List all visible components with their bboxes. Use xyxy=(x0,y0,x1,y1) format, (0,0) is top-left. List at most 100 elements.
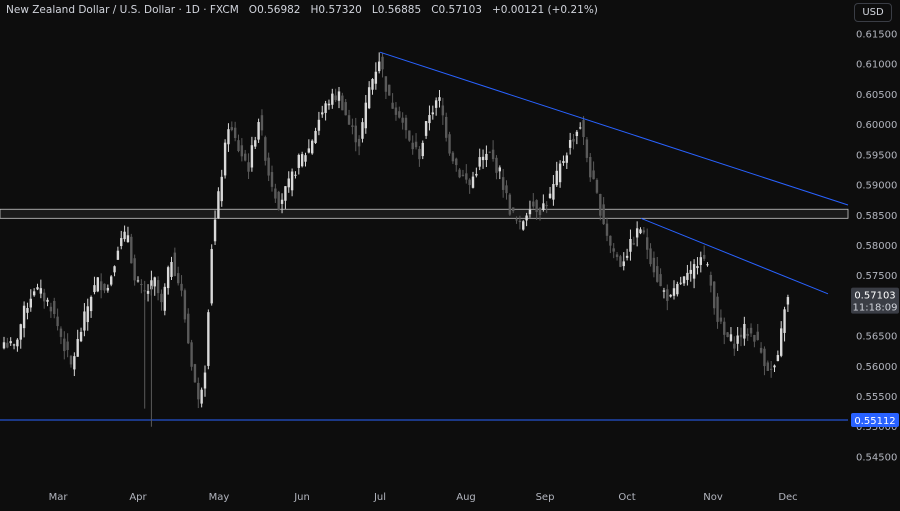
candle-down xyxy=(140,284,143,286)
change-value: +0.00121 (+0.21%) xyxy=(491,4,598,16)
candle-down xyxy=(719,317,723,322)
candle-down xyxy=(237,140,240,152)
currency-button[interactable]: USD xyxy=(854,3,892,22)
candle-up xyxy=(227,129,230,145)
candle-up xyxy=(79,331,83,342)
candle-down xyxy=(753,334,756,342)
candle-down xyxy=(183,290,187,320)
candle-up xyxy=(743,323,746,339)
price-axis[interactable]: 0.61500 0.61000 0.60500 0.60000 0.59500 0.590… xyxy=(856,30,897,464)
candle-up xyxy=(36,287,39,290)
y-tick-label: 0.54500 xyxy=(856,452,897,463)
candle-up xyxy=(431,112,434,115)
candle-down xyxy=(277,191,280,210)
candle-up xyxy=(471,176,475,188)
y-tick-label: 0.59000 xyxy=(856,181,897,192)
candle-up xyxy=(629,238,632,252)
candle-up xyxy=(166,267,170,289)
candle-up xyxy=(321,112,324,115)
candle-up xyxy=(123,231,126,240)
candle-up xyxy=(378,61,381,72)
candle-up xyxy=(210,249,213,304)
candle-down xyxy=(632,243,635,245)
candle-up xyxy=(89,296,93,312)
candle-down xyxy=(193,364,197,383)
candle-up xyxy=(300,154,304,167)
y-tick-label: 0.58500 xyxy=(856,211,897,222)
candle-up xyxy=(290,171,294,191)
candle-down xyxy=(6,342,9,348)
candle-up xyxy=(424,121,428,136)
candle-up xyxy=(200,389,203,404)
y-tick-label: 0.60500 xyxy=(856,90,897,101)
x-tick-label: Dec xyxy=(778,492,797,503)
support-price-text: 0.55112 xyxy=(854,416,895,427)
time-axis[interactable]: Mar Apr May Jun Jul Aug Sep Oct Nov Dec xyxy=(49,492,798,503)
trendline-major xyxy=(379,51,849,206)
candle-down xyxy=(495,157,498,173)
candle-down xyxy=(733,343,736,349)
candle-up xyxy=(562,161,565,164)
candle-up xyxy=(29,298,32,308)
candle-down xyxy=(274,188,277,199)
candle-up xyxy=(421,142,424,157)
candle-down xyxy=(56,316,59,327)
candle-down xyxy=(270,172,274,187)
candle-up xyxy=(22,305,26,329)
candle-up xyxy=(696,266,699,269)
x-tick-label: Oct xyxy=(618,492,635,503)
x-tick-label: Apr xyxy=(129,492,147,503)
candle-up xyxy=(39,288,43,294)
candle-down xyxy=(351,125,354,127)
candle-up xyxy=(257,122,260,140)
candle-down xyxy=(666,289,669,301)
candle-down xyxy=(143,290,146,292)
candle-down xyxy=(538,208,542,215)
candle-down xyxy=(451,152,455,162)
candle-up xyxy=(12,344,16,346)
candle-down xyxy=(177,273,180,284)
candle-up xyxy=(136,280,140,282)
candle-up xyxy=(170,261,173,277)
candle-up xyxy=(669,294,672,297)
y-tick-label: 0.60000 xyxy=(856,120,897,131)
x-tick-label: Jul xyxy=(373,492,386,503)
resistance-zone xyxy=(0,208,849,219)
candle-down xyxy=(769,368,773,370)
candle-down xyxy=(445,116,448,138)
candle-down xyxy=(501,177,505,190)
candle-up xyxy=(361,122,364,139)
candle-up xyxy=(106,287,110,291)
x-tick-label: Nov xyxy=(703,492,723,503)
candle-down xyxy=(756,331,759,340)
candle-up xyxy=(110,276,113,285)
candle-up xyxy=(682,276,686,284)
candle-up xyxy=(736,335,739,344)
candle-down xyxy=(599,193,602,216)
candle-up xyxy=(364,102,367,129)
trendlines[interactable] xyxy=(379,51,849,295)
candle-down xyxy=(391,102,394,109)
candle-down xyxy=(156,280,160,294)
candle-down xyxy=(99,281,103,291)
low-value: 0.56885 xyxy=(377,4,422,16)
candle-down xyxy=(763,348,766,367)
support-price-badge xyxy=(851,412,899,427)
candle-down xyxy=(408,130,411,141)
candle-up xyxy=(324,103,327,113)
candle-down xyxy=(244,153,247,161)
candle-down xyxy=(267,157,270,176)
candle-up xyxy=(776,355,780,362)
trendline-minor xyxy=(640,217,829,295)
candle-up xyxy=(438,97,441,101)
open-value: 0.56982 xyxy=(257,4,301,16)
x-tick-label: Sep xyxy=(536,492,555,503)
candle-up xyxy=(146,290,150,294)
candle-up xyxy=(9,341,12,344)
candle-down xyxy=(518,220,522,223)
candle-up xyxy=(729,334,733,341)
candle-up xyxy=(327,103,331,106)
candle-up xyxy=(371,79,374,90)
